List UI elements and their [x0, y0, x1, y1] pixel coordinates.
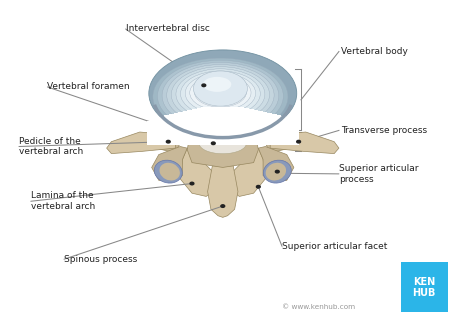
Text: KEN
HUB: KEN HUB	[412, 277, 436, 298]
Ellipse shape	[265, 163, 286, 181]
Circle shape	[221, 205, 225, 207]
Text: Intervertebral disc: Intervertebral disc	[126, 24, 210, 33]
Text: Lamina of the
vertebral arch: Lamina of the vertebral arch	[31, 191, 95, 211]
Polygon shape	[152, 147, 187, 182]
Polygon shape	[187, 137, 258, 167]
FancyBboxPatch shape	[164, 115, 281, 134]
Ellipse shape	[154, 160, 182, 183]
Text: © www.kenhub.com: © www.kenhub.com	[282, 304, 355, 309]
FancyBboxPatch shape	[187, 110, 258, 120]
Polygon shape	[258, 147, 294, 182]
Polygon shape	[232, 148, 265, 196]
Circle shape	[256, 185, 260, 188]
FancyBboxPatch shape	[201, 107, 244, 113]
Ellipse shape	[263, 160, 292, 183]
Ellipse shape	[176, 69, 265, 119]
Circle shape	[297, 140, 301, 143]
Circle shape	[211, 142, 215, 145]
Ellipse shape	[171, 67, 270, 123]
Text: Transverse process: Transverse process	[341, 126, 428, 135]
Ellipse shape	[199, 133, 246, 154]
Text: Superior articular facet: Superior articular facet	[282, 242, 387, 251]
Text: Vertebral foramen: Vertebral foramen	[47, 82, 130, 91]
FancyBboxPatch shape	[401, 262, 448, 312]
Circle shape	[166, 140, 170, 143]
Ellipse shape	[199, 80, 242, 104]
Polygon shape	[208, 166, 238, 217]
Ellipse shape	[167, 64, 274, 126]
FancyBboxPatch shape	[197, 108, 249, 115]
Ellipse shape	[203, 77, 231, 92]
Circle shape	[202, 84, 206, 87]
FancyBboxPatch shape	[155, 118, 291, 139]
Ellipse shape	[190, 75, 251, 110]
FancyBboxPatch shape	[192, 109, 254, 118]
FancyBboxPatch shape	[173, 113, 272, 128]
FancyBboxPatch shape	[160, 116, 286, 136]
Ellipse shape	[159, 163, 180, 181]
Ellipse shape	[149, 50, 297, 137]
Text: Pedicle of the
vertebral arch: Pedicle of the vertebral arch	[19, 137, 83, 156]
FancyBboxPatch shape	[183, 111, 263, 123]
Circle shape	[190, 182, 194, 185]
Ellipse shape	[193, 71, 247, 106]
Polygon shape	[180, 148, 213, 196]
Polygon shape	[270, 132, 339, 154]
Ellipse shape	[162, 62, 279, 129]
FancyBboxPatch shape	[147, 121, 299, 145]
Text: Spinous process: Spinous process	[64, 255, 137, 264]
Polygon shape	[107, 132, 175, 154]
Circle shape	[275, 170, 279, 173]
Polygon shape	[256, 124, 296, 153]
Ellipse shape	[153, 58, 288, 135]
Ellipse shape	[204, 82, 237, 101]
Polygon shape	[149, 124, 190, 153]
Text: Vertebral body: Vertebral body	[341, 47, 408, 56]
Ellipse shape	[185, 73, 255, 113]
Ellipse shape	[194, 77, 246, 107]
FancyBboxPatch shape	[169, 114, 277, 131]
Text: Superior articular
process: Superior articular process	[339, 164, 419, 184]
FancyBboxPatch shape	[178, 112, 267, 126]
Ellipse shape	[181, 71, 260, 117]
Ellipse shape	[157, 60, 283, 132]
FancyBboxPatch shape	[151, 118, 295, 142]
